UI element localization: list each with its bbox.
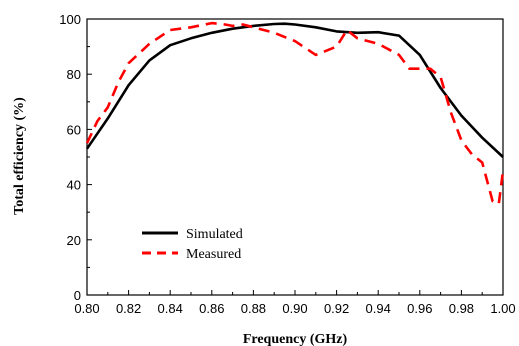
x-tick-label: 0.90 — [282, 301, 307, 316]
x-tick-label: 0.94 — [366, 301, 391, 316]
series-line-simulated — [85, 22, 504, 158]
x-tick-label: 0.92 — [324, 301, 349, 316]
x-tick-label: 0.96 — [407, 301, 432, 316]
x-tick-label: 0.98 — [449, 301, 474, 316]
y-tick-label: 0 — [74, 288, 81, 303]
series-line-measured — [85, 21, 505, 206]
legend-label-simulated: Simulated — [186, 227, 243, 242]
x-tick-label: 0.86 — [199, 301, 224, 316]
y-tick-label: 80 — [67, 67, 81, 82]
x-axis-title: Frequency (GHz) — [243, 332, 348, 346]
legend: Simulated Measured — [142, 227, 243, 262]
x-tick-label: 0.80 — [74, 301, 99, 316]
y-tick-label: 20 — [67, 233, 81, 248]
x-tick-label: 0.82 — [116, 301, 141, 316]
legend-label-measured: Measured — [186, 247, 241, 262]
x-tick-label: 0.88 — [241, 301, 266, 316]
x-tick-label: 0.84 — [158, 301, 183, 316]
tick-labels: 0.80 0.82 0.84 0.86 0.88 0.90 0.92 0.94 0.96 0.98… — [59, 12, 515, 316]
y-tick-label: 100 — [59, 12, 81, 27]
y-axis-title: Total efficiency (%) — [12, 97, 27, 215]
y-tick-label: 40 — [67, 178, 81, 193]
y-tick-label: 60 — [67, 122, 81, 137]
x-tick-label: 1.00 — [490, 301, 515, 316]
series-layer — [85, 21, 505, 206]
